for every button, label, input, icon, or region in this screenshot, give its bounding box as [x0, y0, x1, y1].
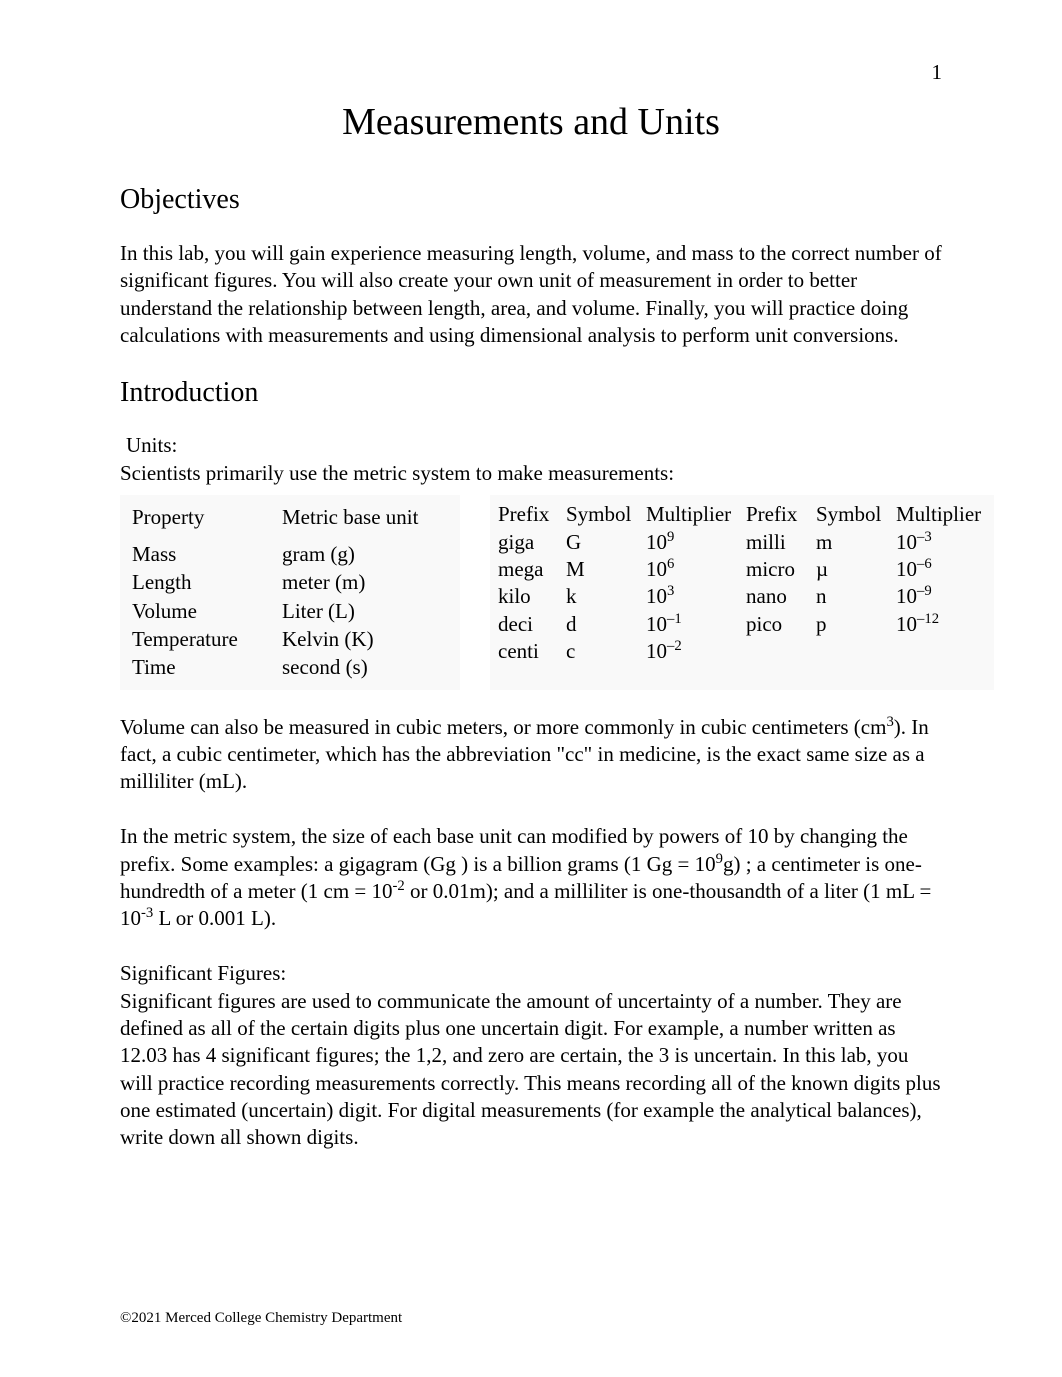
- symbol-cell: M: [566, 556, 646, 583]
- symbol-cell: m: [816, 529, 896, 556]
- multiplier-cell: 10–12: [896, 611, 986, 638]
- symbol-cell: k: [566, 583, 646, 610]
- objectives-heading: Objectives: [120, 184, 942, 216]
- property-cell: Mass: [132, 540, 282, 568]
- property-cell: Volume: [132, 597, 282, 625]
- multiplier-cell: 109: [646, 529, 746, 556]
- prefix-cell: milli: [746, 529, 816, 556]
- table-row: Temperature Kelvin (K): [132, 625, 448, 653]
- prefix-cell: nano: [746, 583, 816, 610]
- table-header-row: Property Metric base unit: [132, 503, 448, 531]
- multiplier-cell: 10–1: [646, 611, 746, 638]
- property-cell: Temperature: [132, 625, 282, 653]
- page-number: 1: [932, 60, 943, 85]
- table-row: Mass gram (g): [132, 540, 448, 568]
- prefix-cell: centi: [498, 638, 566, 665]
- table-row: Volume Liter (L): [132, 597, 448, 625]
- symbol-cell: [816, 638, 896, 665]
- copyright-text: ©2021 Merced College Chemistry Departmen…: [120, 1310, 402, 1327]
- exponent: 3: [886, 714, 893, 730]
- multiplier-cell: 10–6: [896, 556, 986, 583]
- introduction-heading: Introduction: [120, 377, 942, 409]
- table-row: giga G 109 milli m 10–3: [498, 529, 986, 556]
- symbol-cell: p: [816, 611, 896, 638]
- symbol-cell: c: [566, 638, 646, 665]
- exponent: -3: [141, 905, 153, 921]
- prefix-header: Prefix: [746, 501, 816, 528]
- table-row: mega M 106 micro µ 10–6: [498, 556, 986, 583]
- objectives-paragraph: In this lab, you will gain experience me…: [120, 240, 942, 349]
- table-row: deci d 10–1 pico p 10–12: [498, 611, 986, 638]
- multiplier-header: Multiplier: [896, 501, 986, 528]
- table-row: centi c 10–2: [498, 638, 986, 665]
- unit-cell: second (s): [282, 653, 368, 681]
- exponent: 9: [716, 851, 723, 867]
- unit-cell: meter (m): [282, 568, 365, 596]
- symbol-cell: n: [816, 583, 896, 610]
- table-row: Length meter (m): [132, 568, 448, 596]
- prefix-cell: micro: [746, 556, 816, 583]
- units-subheading: Units:: [126, 433, 942, 458]
- symbol-cell: d: [566, 611, 646, 638]
- unit-cell: Kelvin (K): [282, 625, 374, 653]
- table-row: kilo k 103 nano n 10–9: [498, 583, 986, 610]
- symbol-header: Symbol: [566, 501, 646, 528]
- prefix-cell: [746, 638, 816, 665]
- sigfig-subheading: Significant Figures:: [120, 961, 942, 986]
- table-row: Time second (s): [132, 653, 448, 681]
- prefix-cell: kilo: [498, 583, 566, 610]
- multiplier-cell: [896, 638, 986, 665]
- unit-cell: gram (g): [282, 540, 355, 568]
- units-intro-text: Scientists primarily use the metric syst…: [120, 460, 942, 487]
- prefix-cell: deci: [498, 611, 566, 638]
- property-cell: Length: [132, 568, 282, 596]
- multiplier-header: Multiplier: [646, 501, 746, 528]
- property-cell: Time: [132, 653, 282, 681]
- unit-cell: Liter (L): [282, 597, 355, 625]
- prefix-cell: pico: [746, 611, 816, 638]
- property-table: Property Metric base unit Mass gram (g) …: [120, 495, 460, 689]
- property-header: Property: [132, 503, 282, 531]
- metric-paragraph: In the metric system, the size of each b…: [120, 823, 942, 932]
- multiplier-cell: 10–9: [896, 583, 986, 610]
- volume-paragraph: Volume can also be measured in cubic met…: [120, 714, 942, 796]
- text-span: Volume can also be measured in cubic met…: [120, 715, 886, 739]
- text-span: L or 0.001 L).: [153, 906, 276, 930]
- tables-container: Property Metric base unit Mass gram (g) …: [120, 495, 942, 689]
- exponent: -2: [393, 878, 405, 894]
- multiplier-cell: 10–3: [896, 529, 986, 556]
- multiplier-cell: 106: [646, 556, 746, 583]
- symbol-header: Symbol: [816, 501, 896, 528]
- unit-header: Metric base unit: [282, 503, 418, 531]
- prefix-cell: mega: [498, 556, 566, 583]
- prefix-table: Prefix Symbol Multiplier Prefix Symbol M…: [490, 495, 994, 689]
- prefix-header: Prefix: [498, 501, 566, 528]
- sigfig-paragraph: Significant figures are used to communic…: [120, 988, 942, 1152]
- document-title: Measurements and Units: [120, 100, 942, 144]
- prefix-cell: giga: [498, 529, 566, 556]
- multiplier-cell: 103: [646, 583, 746, 610]
- table-header-row: Prefix Symbol Multiplier Prefix Symbol M…: [498, 501, 986, 528]
- symbol-cell: G: [566, 529, 646, 556]
- symbol-cell: µ: [816, 556, 896, 583]
- multiplier-cell: 10–2: [646, 638, 746, 665]
